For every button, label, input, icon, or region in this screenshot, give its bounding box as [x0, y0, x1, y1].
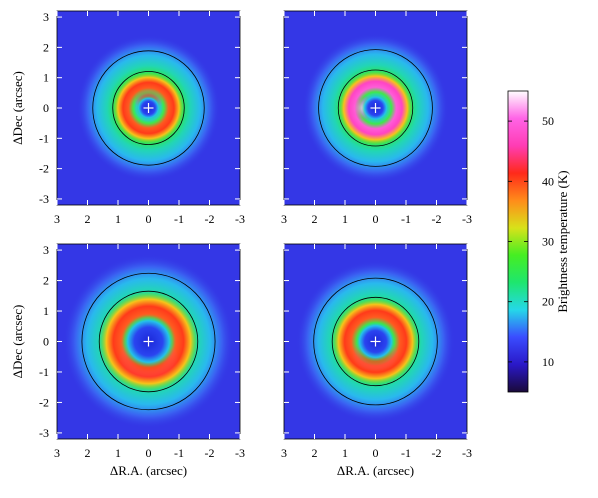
y-tick-label: 2: [43, 40, 49, 54]
y-tick-label: -1: [39, 131, 49, 145]
x-tick-label: -3: [462, 212, 472, 226]
x-tick-label: 0: [373, 446, 379, 460]
heatmap-panel-bottom-left: [57, 244, 240, 439]
x-tick-label: 3: [281, 212, 287, 226]
x-tick-label: -1: [401, 212, 411, 226]
contour-outer: [318, 49, 433, 167]
y-tick-label: -3: [39, 192, 49, 206]
y-tick-label: 0: [43, 335, 49, 349]
y-tick-label: 1: [43, 71, 49, 85]
contour-outer: [313, 277, 438, 406]
colorbar-tick-label: 10: [542, 355, 554, 369]
x-tick-label: -1: [401, 446, 411, 460]
x-tick-label: 2: [312, 446, 318, 460]
contour-inner: [112, 71, 185, 145]
y-tick-label: -2: [39, 162, 49, 176]
x-tick-label: 0: [146, 446, 152, 460]
x-tick-label: -2: [432, 212, 442, 226]
y-tick-label: 0: [43, 101, 49, 115]
x-tick-label: 0: [373, 212, 379, 226]
heatmap-panel-bottom-right: [284, 244, 467, 439]
x-tick-label: 2: [312, 212, 318, 226]
y-tick-label: -3: [39, 426, 49, 440]
contour-outer: [92, 50, 205, 166]
x-tick-label: -2: [205, 446, 215, 460]
y-tick-label: 3: [43, 243, 49, 257]
y-axis-label: ΔDec (arcsec): [10, 71, 25, 145]
x-tick-label: 3: [54, 446, 60, 460]
x-tick-label: 3: [54, 212, 60, 226]
y-tick-label: -2: [39, 395, 49, 409]
x-tick-label: 1: [115, 212, 121, 226]
heatmap-panel-top-right: [284, 11, 467, 205]
heatmap-panel-top-left: [57, 11, 240, 205]
y-tick-label: 1: [43, 304, 49, 318]
x-tick-label: -3: [462, 446, 472, 460]
contour-inner: [337, 69, 414, 147]
y-tick-label: 3: [43, 10, 49, 24]
contour-inner: [98, 290, 199, 393]
x-tick-label: 3: [281, 446, 287, 460]
x-tick-label: -3: [235, 212, 245, 226]
colorbar-tick-label: 30: [542, 235, 554, 249]
x-tick-label: -2: [432, 446, 442, 460]
x-tick-label: 1: [115, 446, 121, 460]
y-axis-label: ΔDec (arcsec): [10, 305, 25, 379]
x-tick-label: 2: [85, 212, 91, 226]
x-tick-label: -3: [235, 446, 245, 460]
colorbar-tick-label: 50: [542, 114, 554, 128]
contour-inner: [331, 296, 420, 387]
x-tick-label: -1: [174, 446, 184, 460]
x-tick-label: 1: [342, 212, 348, 226]
x-tick-label: 2: [85, 446, 91, 460]
x-tick-label: 0: [146, 212, 152, 226]
y-tick-label: 2: [43, 274, 49, 288]
x-tick-label: -2: [205, 212, 215, 226]
x-axis-label: ΔR.A. (arcsec): [337, 463, 414, 478]
x-axis-label: ΔR.A. (arcsec): [110, 463, 187, 478]
x-tick-label: 1: [342, 446, 348, 460]
colorbar-tick-label: 40: [542, 174, 554, 188]
contour-outer: [81, 272, 216, 411]
colorbar-label: Brightness temperature (K): [555, 170, 570, 312]
y-tick-label: -1: [39, 365, 49, 379]
colorbar-tick-label: 20: [542, 295, 554, 309]
x-tick-label: -1: [174, 212, 184, 226]
